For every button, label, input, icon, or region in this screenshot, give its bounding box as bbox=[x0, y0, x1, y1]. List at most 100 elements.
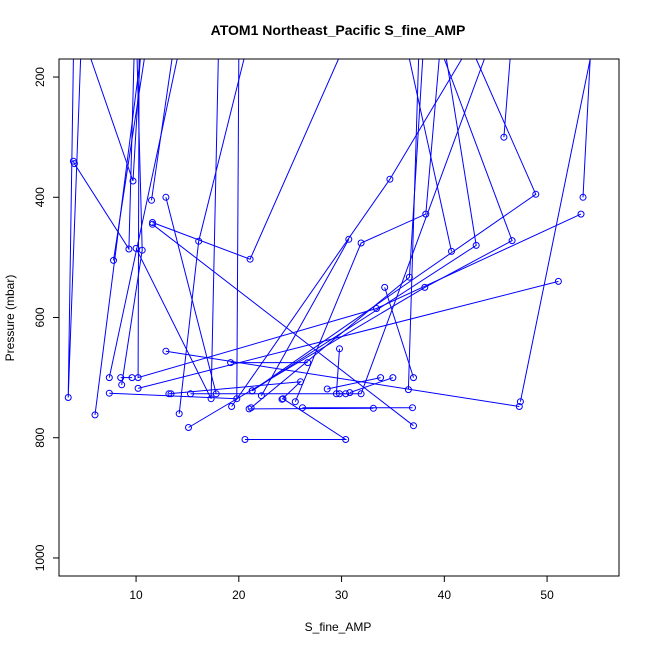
x-tick-label: 30 bbox=[335, 588, 349, 602]
series-line-13 bbox=[151, 59, 173, 201]
series-line-21 bbox=[190, 59, 485, 395]
series-line-3 bbox=[94, 59, 141, 415]
data-point bbox=[345, 235, 353, 243]
data-point bbox=[357, 390, 365, 398]
data-point bbox=[404, 386, 412, 394]
data-point bbox=[110, 256, 117, 264]
data-point bbox=[162, 193, 170, 201]
data-point bbox=[291, 398, 299, 406]
data-point bbox=[342, 436, 350, 443]
y-tick-label: 600 bbox=[33, 307, 47, 327]
series-line-29 bbox=[294, 59, 440, 402]
data-point bbox=[500, 133, 508, 141]
series-line-11 bbox=[137, 280, 559, 389]
series-line-2 bbox=[72, 59, 135, 251]
series-line-18 bbox=[168, 381, 302, 400]
series-line-33 bbox=[349, 377, 394, 394]
data-point bbox=[129, 177, 137, 185]
data-point bbox=[577, 210, 585, 218]
series-line-31 bbox=[249, 407, 374, 410]
y-tick-label: 400 bbox=[33, 187, 47, 207]
data-point bbox=[386, 175, 394, 183]
x-axis: 10 20 30 40 50 bbox=[129, 576, 554, 602]
data-point bbox=[134, 384, 142, 392]
series-line-28 bbox=[245, 398, 348, 440]
data-point bbox=[70, 160, 78, 168]
x-tick-label: 10 bbox=[129, 588, 143, 602]
data-point bbox=[185, 424, 192, 431]
y-tick-label: 200 bbox=[33, 67, 47, 87]
data-point bbox=[422, 210, 430, 218]
series-line-25 bbox=[251, 59, 537, 392]
chart-title: ATOM1 Northeast_Pacific S_fine_AMP bbox=[211, 22, 466, 38]
data-point bbox=[508, 237, 516, 245]
series-line-14 bbox=[152, 59, 339, 260]
data-point bbox=[410, 422, 417, 430]
plot-content bbox=[64, 59, 591, 443]
data-point bbox=[165, 390, 173, 398]
data-point bbox=[167, 390, 175, 398]
series-line-35 bbox=[408, 59, 452, 252]
series-line-24 bbox=[250, 59, 424, 409]
data-point bbox=[118, 381, 126, 389]
data-point bbox=[138, 246, 146, 254]
data-point bbox=[279, 395, 287, 403]
series-line-32 bbox=[335, 348, 340, 394]
series-line-40 bbox=[519, 59, 591, 402]
data-point bbox=[323, 385, 331, 393]
series-line-38 bbox=[327, 377, 381, 390]
series-line-9 bbox=[137, 59, 582, 379]
y-tick-label: 1000 bbox=[33, 544, 47, 571]
series-line-26 bbox=[251, 59, 477, 392]
data-point bbox=[304, 359, 312, 367]
series-line-27 bbox=[260, 239, 350, 396]
data-point bbox=[410, 374, 417, 382]
data-point bbox=[195, 237, 203, 245]
data-point bbox=[117, 374, 125, 382]
series-line-1 bbox=[67, 59, 82, 398]
data-point bbox=[554, 277, 562, 285]
data-point bbox=[175, 410, 183, 418]
data-point bbox=[579, 193, 587, 201]
data-point bbox=[91, 411, 99, 419]
data-point bbox=[248, 387, 256, 395]
series-line-10 bbox=[135, 59, 219, 399]
series-line-37 bbox=[384, 287, 414, 378]
data-point bbox=[125, 245, 133, 253]
data-point bbox=[227, 359, 235, 367]
data-point bbox=[149, 220, 156, 228]
data-point bbox=[532, 190, 540, 198]
x-tick-label: 40 bbox=[438, 588, 452, 602]
data-point bbox=[515, 403, 523, 410]
series-line-15 bbox=[165, 197, 217, 394]
data-point bbox=[346, 389, 354, 397]
data-point bbox=[257, 392, 265, 400]
series-line-39 bbox=[503, 59, 511, 138]
data-point bbox=[162, 347, 170, 355]
data-point bbox=[421, 283, 429, 291]
data-point bbox=[105, 389, 113, 397]
series-line-16 bbox=[152, 223, 414, 427]
data-point bbox=[377, 374, 385, 382]
data-point bbox=[369, 404, 377, 412]
data-point bbox=[409, 404, 416, 412]
x-tick-label: 20 bbox=[232, 588, 246, 602]
data-point bbox=[405, 273, 413, 281]
data-point bbox=[342, 390, 350, 398]
data-point bbox=[472, 241, 480, 249]
data-point bbox=[381, 283, 389, 291]
plot-frame bbox=[58, 58, 620, 577]
series-line-20 bbox=[188, 59, 513, 428]
data-point bbox=[134, 374, 142, 382]
series-line-19 bbox=[178, 59, 245, 414]
y-axis-label: Pressure (mbar) bbox=[3, 275, 17, 362]
data-point bbox=[228, 403, 236, 410]
data-point bbox=[245, 405, 253, 413]
data-point bbox=[448, 247, 455, 255]
data-point bbox=[241, 436, 249, 443]
series-line-36 bbox=[407, 59, 420, 390]
series-line-17 bbox=[165, 350, 520, 407]
y-axis: 200 400 600 800 1000 bbox=[33, 67, 59, 571]
data-point bbox=[516, 398, 524, 406]
